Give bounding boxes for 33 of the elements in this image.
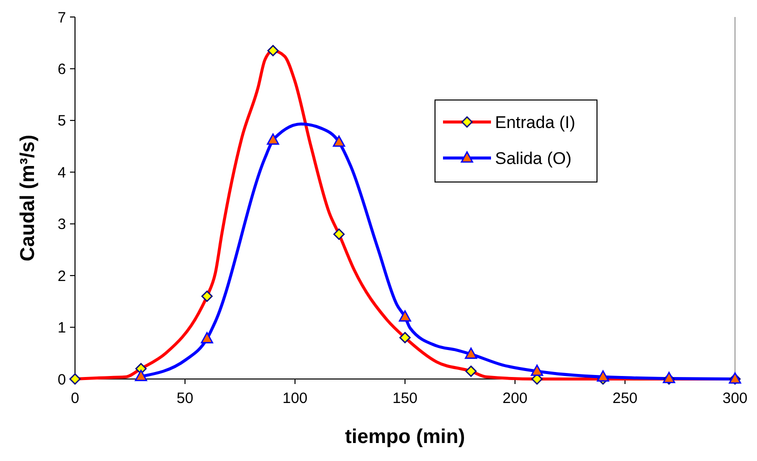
point	[200, 332, 214, 344]
x-tick-label: 200	[502, 390, 528, 407]
x-tick-label: 150	[392, 390, 418, 407]
point	[464, 348, 478, 359]
x-tick-label: 0	[70, 390, 80, 407]
y-axis-title: Caudal (m³/s)	[17, 134, 39, 262]
y-tick-label: 4	[58, 164, 66, 182]
point	[399, 332, 411, 344]
y-tick-label: 2	[58, 268, 66, 285]
y-tick-label: 0	[58, 371, 66, 388]
point	[134, 370, 148, 382]
point	[201, 290, 213, 302]
point	[267, 44, 279, 56]
point	[530, 364, 544, 376]
y-tick-label: 5	[58, 112, 66, 130]
point	[69, 373, 81, 385]
legend-label: Salida (O)	[495, 148, 572, 168]
legend-label: Entrada (I)	[495, 112, 576, 132]
y-tick-label: 7	[58, 9, 66, 26]
x-tick-label: 250	[612, 390, 638, 407]
y-tick-label: 3	[58, 216, 66, 234]
y-tick-label: 1	[58, 320, 66, 337]
x-tick-label: 50	[176, 390, 194, 407]
point	[465, 366, 477, 377]
point	[332, 136, 346, 147]
point	[596, 370, 610, 382]
point	[333, 228, 345, 240]
point	[266, 133, 280, 145]
point	[398, 310, 412, 322]
x-tick-label: 300	[722, 390, 748, 407]
y-tick-label: 6	[58, 60, 66, 78]
x-tick-label: 100	[282, 390, 308, 407]
x-axis-title: tiempo (min)	[345, 426, 465, 448]
